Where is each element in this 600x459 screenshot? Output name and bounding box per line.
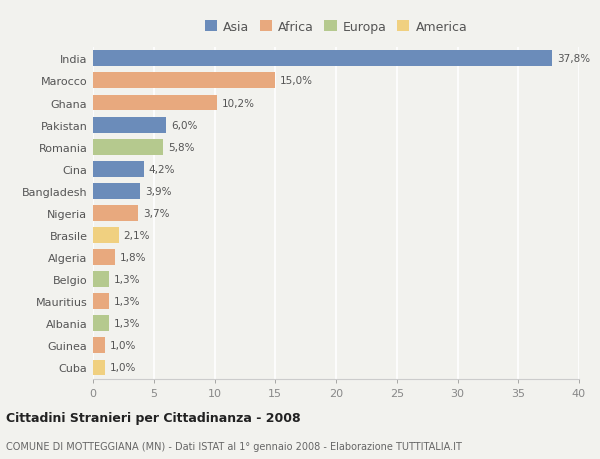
Text: 1,3%: 1,3%: [113, 297, 140, 307]
Bar: [93, 140, 163, 155]
Bar: [93, 73, 275, 89]
Bar: [93, 360, 105, 375]
Text: 1,3%: 1,3%: [113, 319, 140, 329]
Text: 15,0%: 15,0%: [280, 76, 313, 86]
Text: 5,8%: 5,8%: [169, 142, 195, 152]
Bar: [93, 316, 109, 331]
Bar: [93, 95, 217, 111]
Bar: [93, 206, 138, 221]
Text: 4,2%: 4,2%: [149, 164, 175, 174]
Text: 10,2%: 10,2%: [222, 98, 255, 108]
Text: 1,0%: 1,0%: [110, 341, 136, 351]
Text: 1,3%: 1,3%: [113, 274, 140, 285]
Bar: [93, 51, 552, 67]
Text: 1,8%: 1,8%: [120, 252, 146, 263]
Bar: [93, 250, 115, 265]
Bar: [93, 294, 109, 309]
Text: Cittadini Stranieri per Cittadinanza - 2008: Cittadini Stranieri per Cittadinanza - 2…: [6, 412, 301, 425]
Bar: [93, 184, 140, 199]
Text: 37,8%: 37,8%: [557, 54, 590, 64]
Bar: [93, 338, 105, 353]
Legend: Asia, Africa, Europa, America: Asia, Africa, Europa, America: [202, 18, 470, 36]
Text: 1,0%: 1,0%: [110, 363, 136, 373]
Bar: [93, 228, 119, 243]
Text: 3,9%: 3,9%: [145, 186, 172, 196]
Text: 6,0%: 6,0%: [171, 120, 197, 130]
Bar: [93, 272, 109, 287]
Text: COMUNE DI MOTTEGGIANA (MN) - Dati ISTAT al 1° gennaio 2008 - Elaborazione TUTTIT: COMUNE DI MOTTEGGIANA (MN) - Dati ISTAT …: [6, 441, 462, 451]
Bar: [93, 118, 166, 133]
Text: 3,7%: 3,7%: [143, 208, 169, 218]
Bar: [93, 162, 144, 177]
Text: 2,1%: 2,1%: [124, 230, 150, 241]
